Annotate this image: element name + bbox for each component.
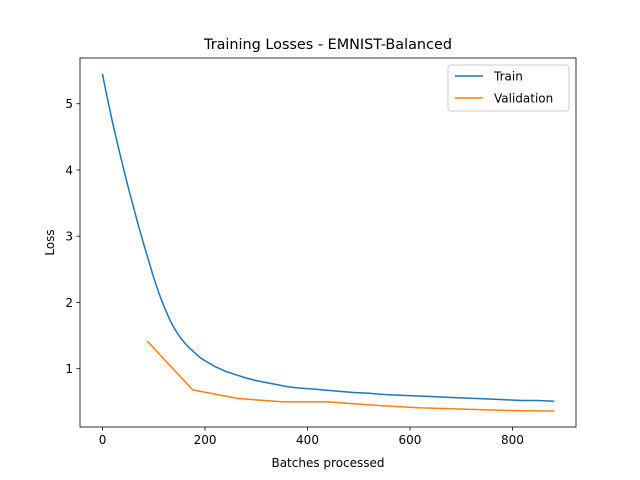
x-tick-label: 400 [296,433,319,447]
y-tick-label: 3 [65,230,73,244]
x-axis-ticks: 0 200 400 600 800 [99,427,524,447]
x-tick-label: 200 [194,433,217,447]
x-axis-label: Batches processed [271,456,384,470]
legend-label-train: Train [493,70,523,84]
x-tick-label: 600 [399,433,422,447]
x-tick-label: 0 [99,433,107,447]
legend-label-validation: Validation [494,92,553,106]
y-tick-label: 4 [65,163,73,177]
x-tick-label: 800 [501,433,524,447]
plot-area [80,58,576,427]
y-axis-ticks: 1 2 3 4 5 [65,97,80,376]
y-tick-label: 5 [65,97,73,111]
y-axis-label: Loss [43,229,57,255]
chart-title: Training Losses - EMNIST-Balanced [203,37,452,53]
series-line-train [101,73,555,402]
series-line-validation [146,340,555,412]
plot-frame [79,57,577,428]
y-tick-label: 1 [65,362,73,376]
legend: Train Validation [447,64,570,112]
y-tick-label: 2 [65,296,73,310]
series-layer [101,73,555,412]
